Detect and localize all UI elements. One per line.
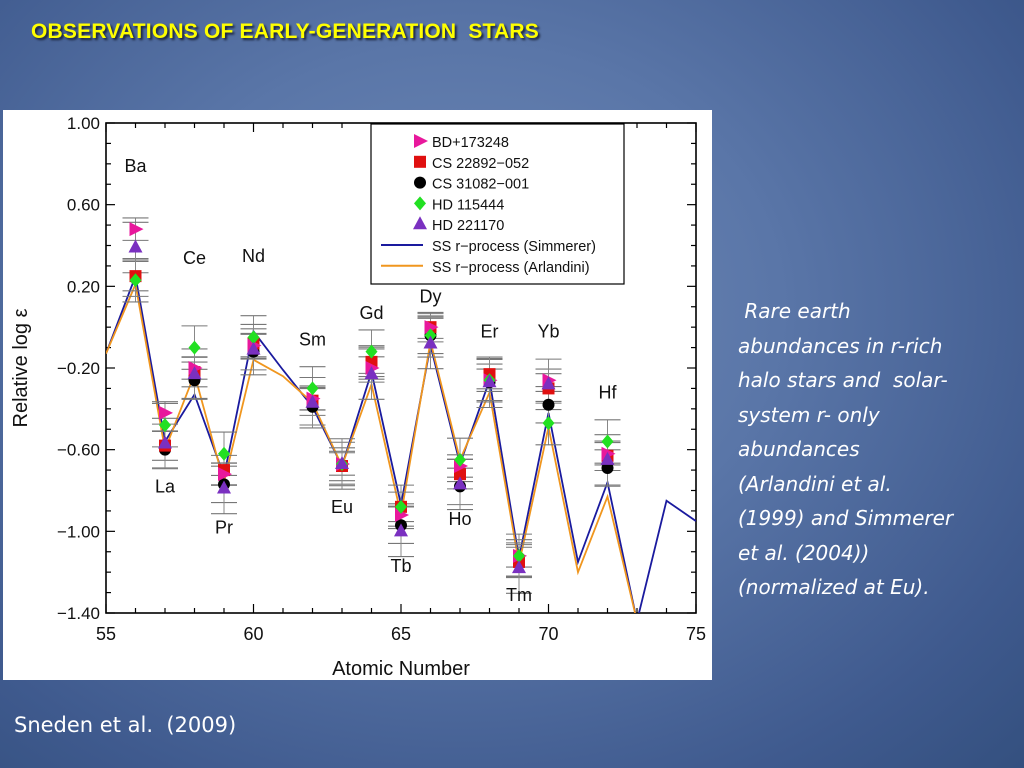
y-tick-label: −1.40 (57, 604, 100, 623)
data-point (541, 376, 556, 390)
y-tick-label: 0.60 (67, 196, 100, 215)
y-tick-label: 0.20 (67, 277, 100, 296)
data-point (305, 394, 320, 408)
legend-label: SS r−process (Simmerer) (432, 239, 596, 255)
data-point (482, 374, 497, 388)
element-label: Ba (124, 156, 147, 176)
y-tick-label: −1.00 (57, 522, 100, 541)
data-point (601, 434, 614, 449)
data-point (365, 344, 378, 359)
element-label: Yb (537, 321, 559, 341)
legend-box (370, 123, 625, 285)
data-point (513, 548, 525, 563)
legend-marker (414, 196, 426, 211)
data-point (395, 508, 409, 522)
data-point (128, 239, 143, 253)
data-point (600, 451, 615, 465)
data-point (364, 366, 379, 380)
data-point (542, 398, 555, 411)
legend: BD+173248 CS 22892−052 CS 31082−001 HD 1154… (370, 123, 625, 285)
data-point (187, 366, 202, 380)
y-tick-label: 1.00 (67, 114, 100, 133)
x-tick-label: 65 (391, 624, 411, 644)
data-point (601, 462, 614, 475)
data-point (424, 328, 437, 343)
data-point (247, 330, 260, 345)
element-label: Eu (331, 497, 353, 517)
legend-marker (414, 155, 426, 168)
element-label: Ho (448, 509, 471, 529)
element-label: Hf (599, 383, 618, 403)
legend-label: CS 31082−001 (432, 177, 529, 193)
data-point (246, 341, 261, 355)
slide-title: OBSERVATIONS OF EARLY-GENERATION STARS (31, 20, 539, 43)
element-label: Nd (242, 246, 265, 266)
data-point (454, 452, 466, 467)
data-point (335, 455, 349, 469)
data-point (394, 523, 408, 537)
legend-label: HD 221170 (432, 218, 504, 234)
data-point (542, 416, 555, 431)
caption: Rare earth abundances in r-rich halo sta… (738, 294, 1000, 605)
element-label: Sm (299, 330, 326, 350)
legend-marker (414, 176, 426, 189)
element-label: Ce (183, 248, 206, 268)
citation: Sneden et al. (2009) (14, 713, 237, 737)
element-label: Er (481, 321, 499, 341)
caption-line: system r- only (738, 402, 880, 427)
element-label: Tb (390, 556, 411, 576)
caption-line: (normalized at Eu). (738, 575, 930, 599)
element-label: Dy (420, 287, 442, 307)
caption-line: abundances (738, 437, 860, 461)
x-tick-label: 75 (686, 624, 706, 644)
element-label: La (155, 477, 176, 497)
caption-line: halo stars and solar- (738, 368, 948, 392)
data-point (395, 499, 407, 514)
data-point (306, 381, 319, 396)
legend-label: BD+173248 (432, 135, 509, 151)
data-point (453, 476, 467, 490)
legend-marker (414, 134, 428, 148)
data-point (423, 335, 438, 349)
caption-line: Rare earth (738, 299, 851, 323)
data-point (159, 418, 171, 433)
data-point (512, 560, 526, 574)
y-axis-label: Relative log ε (10, 308, 32, 427)
caption-line: (Arlandini et al. (738, 471, 892, 496)
element-labels: Ba La Ce Pr Nd Sm Eu Gd Tb Dy Ho Er Yb Hf Tm (124, 156, 617, 605)
x-tick-label: 70 (538, 624, 558, 644)
legend-marker (413, 216, 427, 230)
element-label: Tm (506, 585, 532, 605)
data-point (217, 480, 231, 494)
legend-label: CS 22892−052 (432, 156, 529, 172)
caption-line: et al. (2004)) (738, 540, 870, 565)
data-point (129, 222, 144, 237)
data-markers (122, 217, 621, 594)
element-label: Pr (215, 517, 233, 537)
caption-line: (1999) and Simmerer (738, 506, 954, 530)
x-tick-label: 55 (96, 624, 116, 644)
y-tick-label: −0.20 (57, 359, 100, 378)
element-label: Gd (359, 303, 383, 323)
y-tick-label: −0.60 (57, 441, 100, 460)
data-point (159, 405, 173, 420)
legend-label: HD 115444 (432, 197, 504, 213)
data-point (129, 273, 142, 288)
x-axis-label: Atomic Number (332, 658, 470, 680)
x-tick-label: 60 (243, 624, 263, 644)
data-point (218, 467, 232, 482)
chart-figure: 1.00 0.60 0.20 −0.20 −0.60 −1.00 −1.40 55 60 65 70… (3, 110, 712, 680)
caption-line: abundances in r-rich (738, 333, 943, 358)
data-point (218, 446, 230, 461)
data-point (158, 435, 172, 449)
legend-label: SS r−process (Arlandini) (432, 260, 590, 276)
data-point (188, 340, 201, 355)
data-point (424, 320, 439, 335)
